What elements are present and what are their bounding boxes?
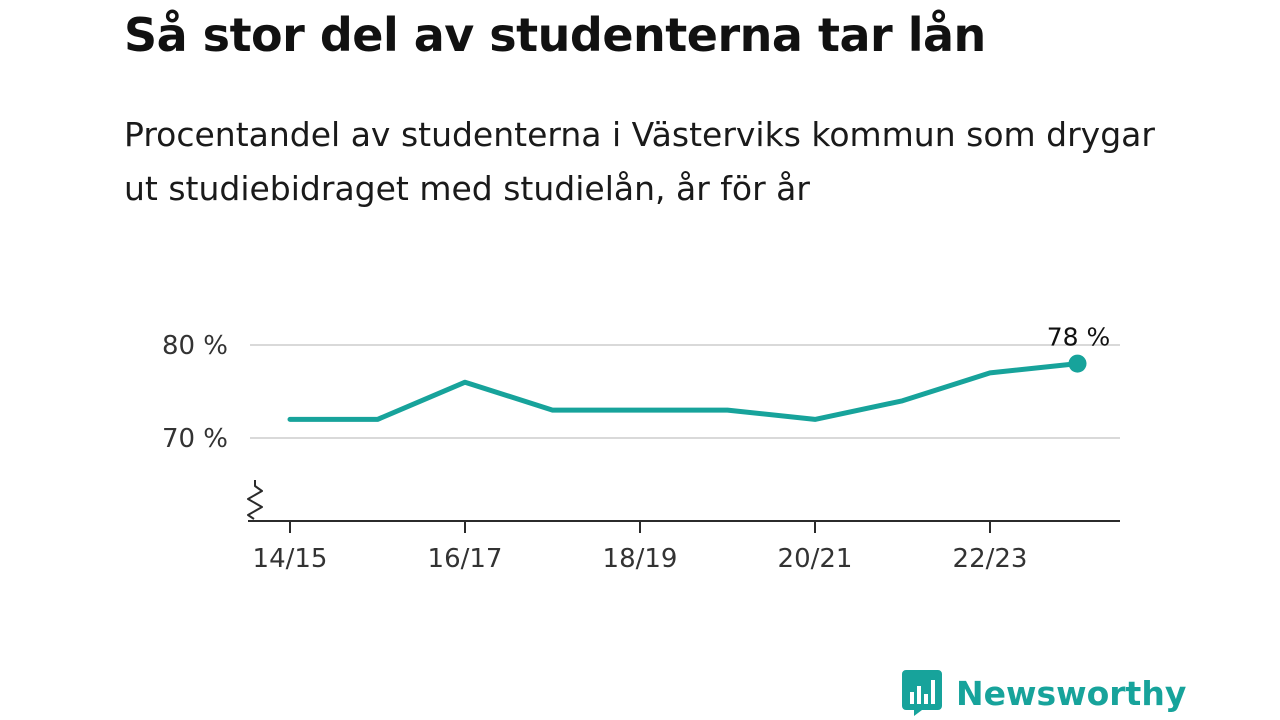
end-value-label: 78 % [1047,323,1111,352]
x-axis-labels: 14/15 16/17 18/19 20/21 22/23 [253,544,1028,574]
x-tick-label: 16/17 [428,544,503,574]
y-tick-label: 70 % [162,424,228,454]
y-axis-labels: 70 % 80 % [162,331,228,454]
chart-subtitle: Procentandel av studenterna i Västerviks… [124,115,1155,208]
end-marker-group: 78 % [1047,323,1111,373]
axis-break-icon [247,480,263,520]
brand-name: Newsworthy [956,673,1187,713]
y-tick-label: 80 % [162,331,228,361]
gridlines [250,344,1120,439]
end-point-marker [1068,354,1087,373]
x-tick-label: 22/23 [953,544,1028,574]
series-line-path [287,361,1080,422]
newsworthy-logo: Newsworthy [902,670,1186,716]
x-tick-label: 18/19 [603,544,678,574]
newsworthy-logo-icon [902,670,942,716]
x-axis [247,480,1120,533]
x-tick-label: 14/15 [253,544,328,574]
series-line [287,361,1080,422]
x-tick-label: 20/21 [778,544,853,574]
chart-title: Så stor del av studenterna tar lån [124,8,986,62]
